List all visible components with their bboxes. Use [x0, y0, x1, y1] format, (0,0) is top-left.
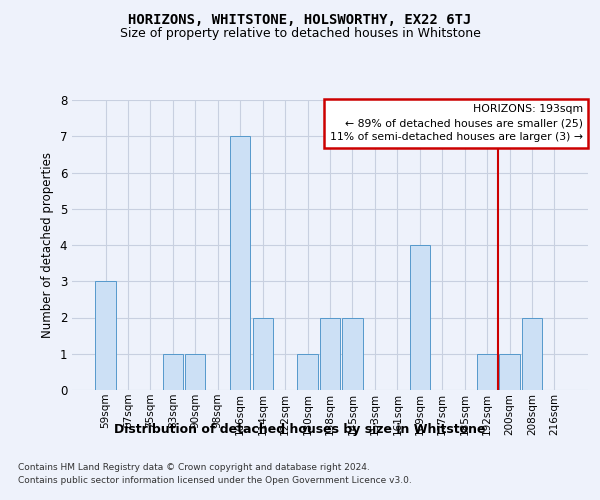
- Bar: [410, 245, 430, 390]
- Text: HORIZONS, WHITSTONE, HOLSWORTHY, EX22 6TJ: HORIZONS, WHITSTONE, HOLSWORTHY, EX22 6T…: [128, 12, 472, 26]
- Text: Contains public sector information licensed under the Open Government Licence v3: Contains public sector information licen…: [18, 476, 412, 485]
- Bar: [320, 318, 340, 390]
- Bar: [298, 354, 317, 390]
- Bar: [343, 318, 362, 390]
- Text: Contains HM Land Registry data © Crown copyright and database right 2024.: Contains HM Land Registry data © Crown c…: [18, 462, 370, 471]
- Bar: [230, 136, 250, 390]
- Bar: [185, 354, 205, 390]
- Bar: [253, 318, 273, 390]
- Text: Size of property relative to detached houses in Whitstone: Size of property relative to detached ho…: [119, 28, 481, 40]
- Bar: [499, 354, 520, 390]
- Text: HORIZONS: 193sqm
← 89% of detached houses are smaller (25)
11% of semi-detached : HORIZONS: 193sqm ← 89% of detached house…: [330, 104, 583, 142]
- Bar: [477, 354, 497, 390]
- Bar: [95, 281, 116, 390]
- Text: Distribution of detached houses by size in Whitstone: Distribution of detached houses by size …: [114, 422, 486, 436]
- Bar: [163, 354, 183, 390]
- Y-axis label: Number of detached properties: Number of detached properties: [41, 152, 54, 338]
- Bar: [522, 318, 542, 390]
